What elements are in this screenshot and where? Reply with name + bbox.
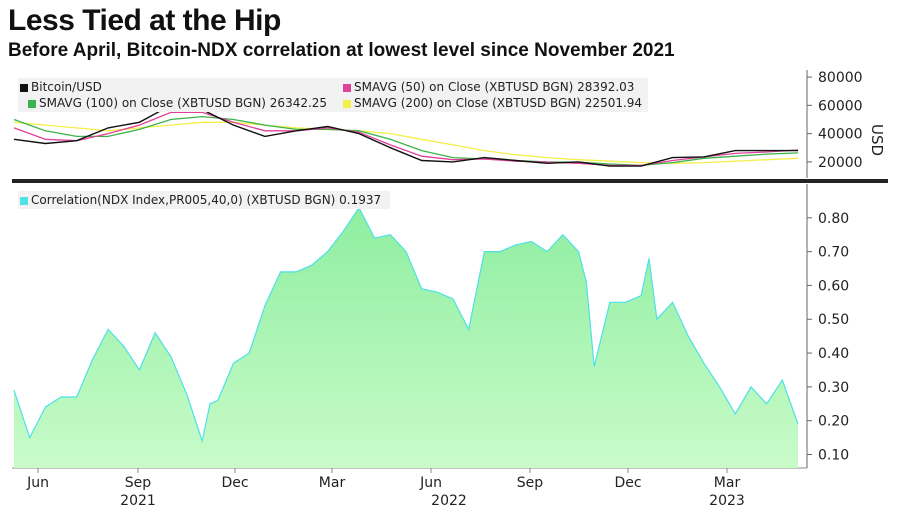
y-tick-label: 60000 (818, 98, 863, 114)
y-tick-label: 40000 (818, 127, 863, 143)
x-year-label: 2023 (709, 493, 745, 509)
x-tick-label: Sep (125, 475, 152, 491)
legend-item-smavg-200: SMAVG (200) on Close (XBTUSD BGN) 22501.… (343, 96, 642, 110)
y-tick-label: 0.30 (818, 380, 849, 396)
legend-item-smavg-50: SMAVG (50) on Close (XBTUSD BGN) 28392.0… (343, 80, 634, 94)
x-tick-label: Mar (714, 475, 741, 491)
x-year-label: 2022 (431, 493, 467, 509)
y-tick-label: 0.60 (818, 278, 849, 294)
legend-item-smavg-100: SMAVG (100) on Close (XBTUSD BGN) 26342.… (28, 96, 327, 110)
legend-label: SMAVG (200) on Close (XBTUSD BGN) 22501.… (354, 96, 643, 110)
x-tick-label: Jun (26, 475, 49, 491)
y-tick-label: 20000 (818, 155, 863, 171)
correlation-line (13, 206, 799, 444)
legend-item-bitcoin: Bitcoin/USD (20, 80, 102, 94)
y-axis-label: USD (868, 124, 886, 156)
y-tick-label: 0.20 (818, 414, 849, 430)
x-tick-label: Sep (517, 475, 544, 491)
correlation-area (14, 207, 798, 468)
series-line-smavg-100- (13, 115, 799, 167)
legend-swatch (343, 83, 351, 92)
legend-label: SMAVG (100) on Close (XBTUSD BGN) 26342.… (39, 96, 328, 110)
y-tick-label: 0.70 (818, 245, 849, 261)
legend-item-correlation: Correlation(NDX Index,PR005,40,0) (XBTUS… (20, 193, 381, 207)
series-line-smavg-50- (13, 111, 799, 167)
bottom-legend: Correlation(NDX Index,PR005,40,0) (XBTUS… (18, 191, 390, 209)
legend-swatch (20, 196, 28, 205)
y-tick-label: 0.50 (818, 312, 849, 328)
legend-swatch (343, 99, 351, 108)
top-legend: Bitcoin/USD SMAVG (50) on Close (XBTUSD … (18, 78, 648, 112)
price-panel (13, 104, 799, 167)
x-tick-label: Dec (614, 475, 641, 491)
x-tick-label: Dec (221, 475, 248, 491)
x-year-label: 2021 (120, 493, 156, 509)
legend-label: Bitcoin/USD (31, 80, 102, 94)
chart-title: Less Tied at the Hip (8, 4, 281, 37)
legend-swatch (20, 83, 28, 92)
y-tick-label: 0.40 (818, 346, 849, 362)
x-tick-label: Jun (419, 475, 442, 491)
legend-swatch (28, 99, 36, 108)
legend-label: Correlation(NDX Index,PR005,40,0) (XBTUS… (31, 193, 382, 207)
x-tick-label: Mar (319, 475, 346, 491)
legend-label: SMAVG (50) on Close (XBTUSD BGN) 28392.0… (354, 80, 635, 94)
y-tick-label: 80000 (818, 70, 863, 86)
y-tick-label: 0.80 (818, 211, 849, 227)
correlation-panel (13, 206, 799, 468)
series-line-bitcoin-usd (13, 104, 798, 167)
y-tick-label: 0.10 (818, 447, 849, 463)
chart-subtitle: Before April, Bitcoin-NDX correlation at… (8, 40, 675, 61)
axes: 80000 60000 40000 20000 USD 0.80 0.70 0.60 0.50 0… (26, 70, 886, 509)
